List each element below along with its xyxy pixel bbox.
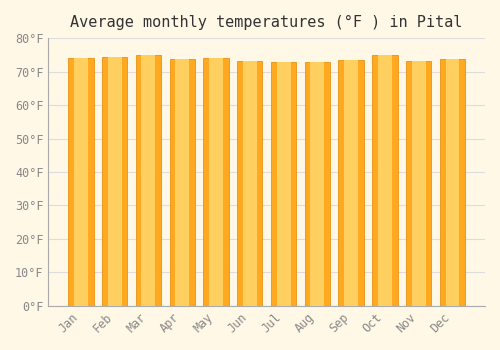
Bar [338, 60, 364, 306]
Bar [310, 62, 324, 306]
Bar [276, 62, 290, 306]
Bar [440, 59, 465, 306]
Bar [68, 58, 94, 306]
Bar [372, 55, 398, 306]
Bar [204, 58, 229, 306]
Bar [209, 58, 223, 306]
Bar [136, 55, 161, 306]
Bar [170, 59, 195, 306]
Title: Average monthly temperatures (°F ) in Pital: Average monthly temperatures (°F ) in Pi… [70, 15, 463, 30]
Bar [102, 57, 128, 306]
Bar [446, 59, 460, 306]
Bar [74, 58, 88, 306]
Bar [108, 57, 122, 306]
Bar [412, 61, 426, 306]
Bar [344, 60, 358, 306]
Bar [237, 61, 262, 306]
Bar [243, 61, 257, 306]
Bar [406, 61, 431, 306]
Bar [304, 62, 330, 306]
Bar [378, 55, 392, 306]
Bar [176, 59, 189, 306]
Bar [142, 55, 156, 306]
Bar [271, 62, 296, 306]
